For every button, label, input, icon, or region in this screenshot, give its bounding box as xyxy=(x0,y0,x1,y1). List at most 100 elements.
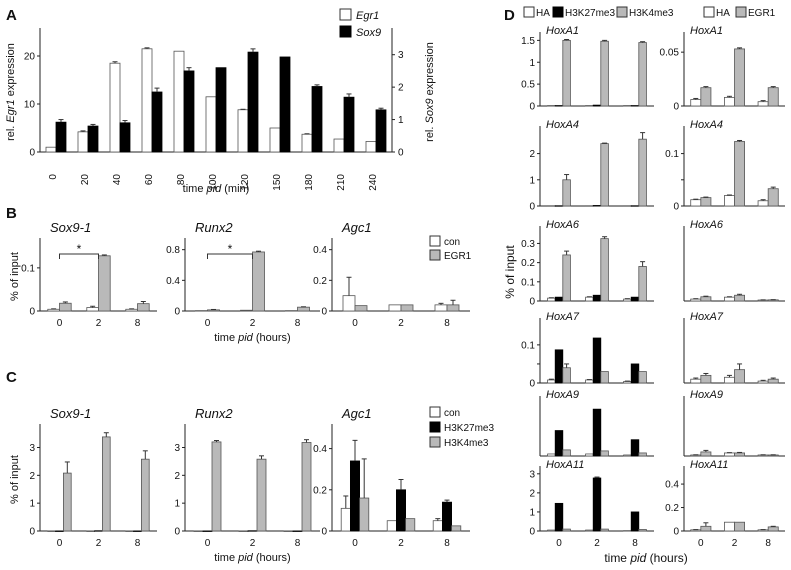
bar xyxy=(600,450,609,457)
y-tick-label: 0.1 xyxy=(665,149,679,160)
y-tick-label: 3 xyxy=(174,443,180,454)
bar xyxy=(630,439,640,457)
legend-d-h3k27me3-swatch xyxy=(552,6,564,18)
bar xyxy=(215,67,227,153)
bar xyxy=(585,205,594,207)
bar xyxy=(547,105,556,107)
significance-bracket xyxy=(59,253,99,259)
bar xyxy=(446,304,460,312)
bar xyxy=(59,302,72,312)
y-tick-label: 0.2 xyxy=(665,503,679,514)
bar xyxy=(724,96,735,107)
bar xyxy=(592,408,602,457)
chart-title: HoxA6 xyxy=(690,219,724,231)
x-tick-label: 2 xyxy=(398,538,404,549)
bar xyxy=(690,99,702,107)
bar xyxy=(547,205,556,207)
y-axis-label: % of input xyxy=(9,455,21,504)
legend-d-left: HA H3K27me3 H3K4me3 xyxy=(523,6,674,19)
bar xyxy=(183,70,195,153)
bar xyxy=(757,380,769,384)
x-tick-label: 150 xyxy=(272,174,283,191)
chart-b3: 0 0.2 0.4 0 2 8 Agc1 xyxy=(313,220,470,329)
chart-d6l: 0 1 2 3 0 2 8 HoxA11 xyxy=(529,459,654,549)
bar xyxy=(585,453,594,457)
chart-b2: 0 0.4 0.8 0 2 8 Runx2 time pid (hours) * xyxy=(166,220,320,344)
legend-c-h3k4me3-swatch xyxy=(429,436,441,448)
legend-a-sox9-swatch xyxy=(339,25,352,38)
x-tick-label: 0 xyxy=(698,538,704,549)
chart-title: HoxA6 xyxy=(546,219,580,231)
bar xyxy=(734,48,746,107)
panel-label-b: B xyxy=(6,205,17,222)
legend-c-h3k4me3-label: H3K4me3 xyxy=(444,438,489,449)
x-tick-label: 40 xyxy=(112,174,123,186)
bar xyxy=(333,138,345,153)
bar xyxy=(292,530,303,532)
x-tick-label: 0 xyxy=(205,538,211,549)
bar xyxy=(55,121,67,153)
bar xyxy=(638,371,647,384)
bar xyxy=(734,521,746,532)
x-tick-label: 8 xyxy=(765,538,771,549)
bar xyxy=(87,125,99,153)
x-tick-label: 2 xyxy=(250,318,256,329)
bar xyxy=(86,530,96,532)
panel-label-c: C xyxy=(6,369,17,386)
y-tick-label: 0 xyxy=(529,527,535,538)
chart-b1: 0 0.1 0 2 8 Sox9-1 % of input * xyxy=(9,220,157,329)
y-tick-label: 1.5 xyxy=(521,36,535,47)
bar xyxy=(45,146,57,153)
legend-d-ha-swatch xyxy=(523,6,535,18)
y-tick-label: 2 xyxy=(529,488,535,499)
x-tick-label: 210 xyxy=(336,174,347,191)
x-tick-label: 240 xyxy=(368,174,379,191)
chart-d3l: 0 0.1 0.2 0.3 HoxA6 xyxy=(521,219,654,308)
chart-title: Runx2 xyxy=(195,220,233,235)
bar xyxy=(395,489,406,532)
bar xyxy=(349,460,360,532)
bar xyxy=(623,454,632,457)
y2-tick-label: 1 xyxy=(398,115,404,126)
chart-a: 0 10 20 0 1 2 3 rel. Egr1 expression rel. Sox9 e… xyxy=(5,28,436,195)
bar xyxy=(342,295,356,312)
bar xyxy=(400,304,414,312)
bar xyxy=(562,179,571,207)
chart-d5r: HoxA9 xyxy=(683,389,785,457)
y-tick-label: 1 xyxy=(29,499,35,510)
y-tick-label: 0 xyxy=(321,527,327,538)
legend-a: Egr1 Sox9 xyxy=(339,8,381,39)
bar xyxy=(297,306,310,312)
y-tick-label: 3 xyxy=(29,443,35,454)
bar xyxy=(554,296,564,302)
bar xyxy=(238,530,249,532)
chart-d3r: HoxA6 xyxy=(683,219,785,302)
chart-title: Sox9-1 xyxy=(50,220,91,235)
bar xyxy=(207,309,220,312)
bar xyxy=(77,131,89,153)
chart-title: HoxA9 xyxy=(690,389,723,401)
bar xyxy=(98,255,111,312)
legend-d-h3k4me3-label: H3K4me3 xyxy=(629,8,674,19)
bar xyxy=(600,528,609,532)
bar xyxy=(562,39,571,107)
bar xyxy=(757,200,769,207)
y-tick-label: 3 xyxy=(529,469,535,480)
bar xyxy=(562,254,571,302)
y-tick-label: 0 xyxy=(29,148,35,159)
chart-c3: 0 0.2 0.4 0 2 8 Agc1 xyxy=(313,406,470,549)
significance-star: * xyxy=(77,242,82,256)
bar xyxy=(724,296,735,302)
legend-c: con H3K27me3 H3K4me3 xyxy=(429,406,494,449)
bar xyxy=(301,442,312,532)
y-tick-label: 0 xyxy=(174,527,180,538)
bar xyxy=(94,530,103,532)
bar xyxy=(375,109,387,153)
legend-d-ha-label: HA xyxy=(536,8,550,19)
bar xyxy=(547,453,556,457)
bar xyxy=(623,298,632,302)
x-tick-label: 8 xyxy=(444,538,450,549)
bar xyxy=(623,530,632,532)
x-tick-label: 0 xyxy=(352,318,358,329)
bar xyxy=(247,530,258,532)
